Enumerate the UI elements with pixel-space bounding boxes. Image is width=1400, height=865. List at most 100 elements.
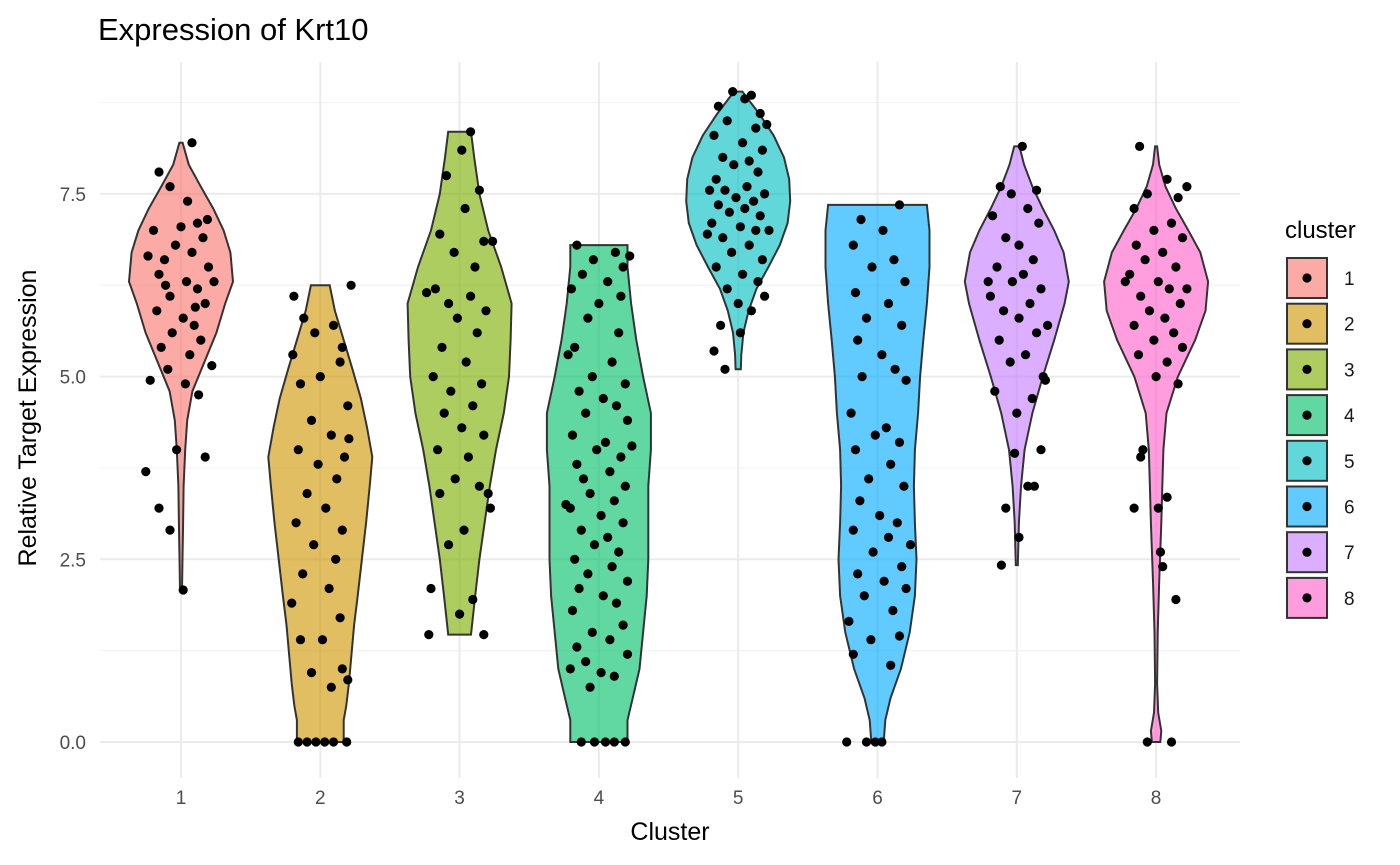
data-point: [165, 526, 174, 535]
data-point: [187, 248, 196, 257]
data-point: [1028, 394, 1037, 403]
data-point: [608, 357, 617, 366]
violins: [129, 92, 1208, 742]
data-point: [627, 441, 636, 450]
data-point: [570, 343, 579, 352]
data-point: [601, 737, 610, 746]
data-point: [745, 241, 754, 250]
data-point: [614, 547, 623, 556]
data-point: [590, 540, 599, 549]
x-tick-label: 3: [454, 788, 465, 809]
data-point: [611, 248, 620, 257]
data-point: [586, 489, 595, 498]
data-point: [1154, 504, 1163, 513]
data-point: [610, 672, 619, 681]
data-point: [588, 628, 597, 637]
data-point: [610, 496, 619, 505]
data-point: [453, 314, 462, 323]
legend-label: 6: [1344, 498, 1355, 519]
data-point: [1135, 142, 1144, 151]
data-point: [488, 237, 497, 246]
legend-label: 1: [1344, 269, 1355, 290]
data-point: [193, 219, 202, 228]
data-point: [440, 409, 449, 418]
legend-label: 3: [1344, 360, 1355, 381]
legend-key-dot: [1302, 456, 1311, 465]
data-point: [171, 241, 180, 250]
data-point: [1134, 350, 1143, 359]
data-point: [309, 540, 318, 549]
data-point: [842, 737, 851, 746]
data-point: [895, 438, 904, 447]
data-point: [709, 131, 718, 140]
data-point: [325, 584, 334, 593]
data-point: [720, 365, 729, 374]
data-point: [316, 372, 325, 381]
data-point: [858, 372, 867, 381]
data-point: [847, 409, 856, 418]
data-point: [577, 737, 586, 746]
data-point: [1163, 175, 1172, 184]
violin-cluster-4: [547, 245, 651, 742]
legend-items: 12345678: [1287, 258, 1355, 618]
data-point: [165, 182, 174, 191]
data-point: [575, 584, 584, 593]
data-point: [298, 569, 307, 578]
violin-cluster-8: [1104, 146, 1208, 742]
data-point: [1141, 255, 1150, 264]
data-point: [310, 328, 319, 337]
data-point: [444, 299, 453, 308]
data-point: [561, 500, 570, 509]
data-point: [880, 577, 889, 586]
data-point: [154, 504, 163, 513]
x-axis-ticks: 1 2 3 4 5 6 7 8: [176, 788, 1162, 809]
data-point: [1036, 284, 1045, 293]
data-point: [572, 460, 581, 469]
data-point: [160, 255, 169, 264]
data-point: [303, 737, 312, 746]
data-point: [625, 251, 634, 260]
data-point: [1121, 277, 1130, 286]
data-point: [568, 606, 577, 615]
data-point: [1143, 189, 1152, 198]
data-point: [723, 284, 732, 293]
data-point: [340, 452, 349, 461]
data-point: [172, 445, 181, 454]
data-point: [860, 591, 869, 600]
data-point: [327, 683, 336, 692]
data-point: [1171, 595, 1180, 604]
data-point: [751, 226, 760, 235]
data-point: [886, 661, 895, 670]
data-point: [884, 299, 893, 308]
data-point: [736, 222, 745, 231]
data-point: [294, 445, 303, 454]
data-point: [614, 328, 623, 337]
data-point: [1041, 376, 1050, 385]
data-point: [900, 277, 909, 286]
data-point: [338, 664, 347, 673]
data-point: [603, 277, 612, 286]
data-point: [481, 306, 490, 315]
data-point: [289, 292, 298, 301]
data-point: [1149, 226, 1158, 235]
legend-key-dot: [1302, 365, 1311, 374]
data-point: [605, 635, 614, 644]
data-point: [597, 511, 606, 520]
data-point: [867, 262, 876, 271]
data-point: [1012, 409, 1021, 418]
data-point: [869, 547, 878, 556]
data-point: [1163, 357, 1172, 366]
data-point: [168, 328, 177, 337]
data-point: [731, 193, 740, 202]
data-point: [720, 186, 729, 195]
legend-key-dot: [1302, 273, 1311, 282]
data-point: [459, 526, 468, 535]
data-point: [457, 146, 466, 155]
data-point: [1158, 248, 1167, 257]
data-point: [756, 109, 765, 118]
data-point: [1156, 547, 1165, 556]
data-point: [329, 321, 338, 330]
data-point: [1163, 493, 1172, 502]
data-point: [758, 255, 767, 264]
